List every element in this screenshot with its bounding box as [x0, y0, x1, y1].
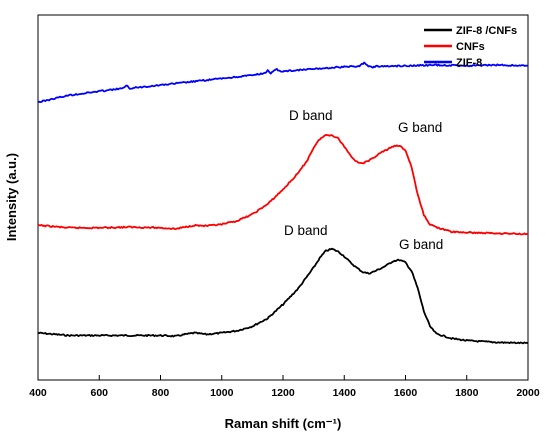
- x-tick-label-1400: 1400: [333, 387, 357, 399]
- x-axis-title: Raman shift (cm⁻¹): [225, 416, 342, 431]
- series-line-zif-8-cnfs: [37, 247, 529, 345]
- legend-label-zif8-cnfs: ZIF-8 /CNFs: [456, 25, 517, 37]
- legend-label-cnfs: CNFs: [456, 41, 485, 53]
- x-tick-label-1600: 1600: [394, 387, 418, 399]
- legend-label-zif8: ZIF-8: [456, 57, 482, 69]
- x-tick-label-800: 800: [152, 387, 170, 399]
- series-line-cnfs: [37, 133, 529, 236]
- composite-d-band-label: D band: [284, 223, 328, 238]
- x-tick-label-600: 600: [90, 387, 108, 399]
- plot-area-frame: [37, 14, 529, 381]
- x-tick-label-400: 400: [29, 387, 47, 399]
- series-line-zif-8: [37, 61, 529, 104]
- x-tick-label-2000: 2000: [516, 387, 540, 399]
- series-layer: [37, 61, 529, 345]
- x-tick-label-1000: 1000: [210, 387, 234, 399]
- cnfs-g-band-label: G band: [398, 120, 442, 135]
- x-tick-label-1800: 1800: [455, 387, 479, 399]
- composite-g-band-label: G band: [399, 237, 443, 252]
- x-tick-label-1200: 1200: [271, 387, 295, 399]
- cnfs-d-band-label: D band: [289, 108, 333, 123]
- legend: ZIF-8 /CNFs CNFs ZIF-8: [424, 25, 517, 69]
- x-axis-ticks: 400 600 800 1000 1200 1400 1600 1800 2000: [29, 375, 540, 399]
- y-axis-title: Intensity (a.u.): [4, 153, 19, 241]
